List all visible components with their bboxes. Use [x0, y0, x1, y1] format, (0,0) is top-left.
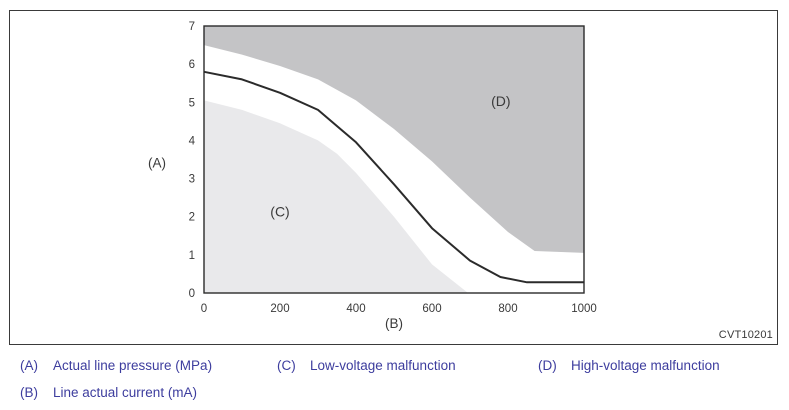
low-voltage-region-label: (C) — [270, 204, 289, 220]
y-tick-label-2: 2 — [189, 212, 195, 224]
x-tick-label-0: 0 — [201, 303, 207, 315]
x-tick-label-1000: 1000 — [571, 303, 597, 315]
legend-item-d: (D) High-voltage malfunction — [538, 358, 720, 373]
high-voltage-region-label: (D) — [491, 93, 510, 109]
y-tick-label-7: 7 — [189, 21, 195, 33]
y-tick-label-1: 1 — [189, 250, 195, 262]
y-axis-label: (A) — [148, 156, 166, 171]
x-tick-label-800: 800 — [498, 303, 517, 315]
legend: (A) Actual line pressure (MPa) (B) Line ac… — [0, 352, 789, 410]
legend-key-c: (C) — [277, 358, 296, 373]
figure-frame: (D) (C) 0 200 400 600 800 1000 0 1 2 3 4 5 6 7 (B) (A) CV… — [9, 10, 778, 345]
x-tick-label-400: 400 — [346, 303, 365, 315]
legend-label-b: Line actual current (mA) — [53, 385, 198, 400]
line-pressure-vs-current-chart: (D) (C) 0 200 400 600 800 1000 0 1 2 3 4 5 6 7 (B) (A) — [148, 21, 597, 331]
high-voltage-region-area — [204, 26, 584, 253]
x-tick-label-200: 200 — [270, 303, 289, 315]
low-voltage-region-area — [204, 100, 469, 294]
figure-code: CVT10201 — [718, 329, 773, 341]
plot-border — [203, 25, 585, 294]
threshold-curve — [203, 70, 584, 284]
legend-key-b: (B) — [20, 385, 38, 400]
y-tick-label-5: 5 — [189, 97, 195, 109]
y-tick-label-6: 6 — [189, 59, 195, 71]
legend-key-a: (A) — [20, 358, 38, 373]
y-tick-label-0: 0 — [189, 288, 195, 300]
x-tick-label-600: 600 — [422, 303, 441, 315]
y-tick-label-3: 3 — [189, 174, 195, 186]
legend-label-c: Low-voltage malfunction — [310, 358, 456, 373]
legend-key-d: (D) — [538, 358, 557, 373]
legend-item-b: (B) Line actual current (mA) — [20, 385, 197, 400]
y-tick-label-4: 4 — [189, 135, 196, 147]
legend-label-d: High-voltage malfunction — [571, 358, 720, 373]
legend-label-a: Actual line pressure (MPa) — [53, 358, 213, 373]
legend-item-c: (C) Low-voltage malfunction — [277, 358, 456, 373]
legend-item-a: (A) Actual line pressure (MPa) — [20, 358, 212, 373]
x-axis-label: (B) — [385, 316, 403, 331]
